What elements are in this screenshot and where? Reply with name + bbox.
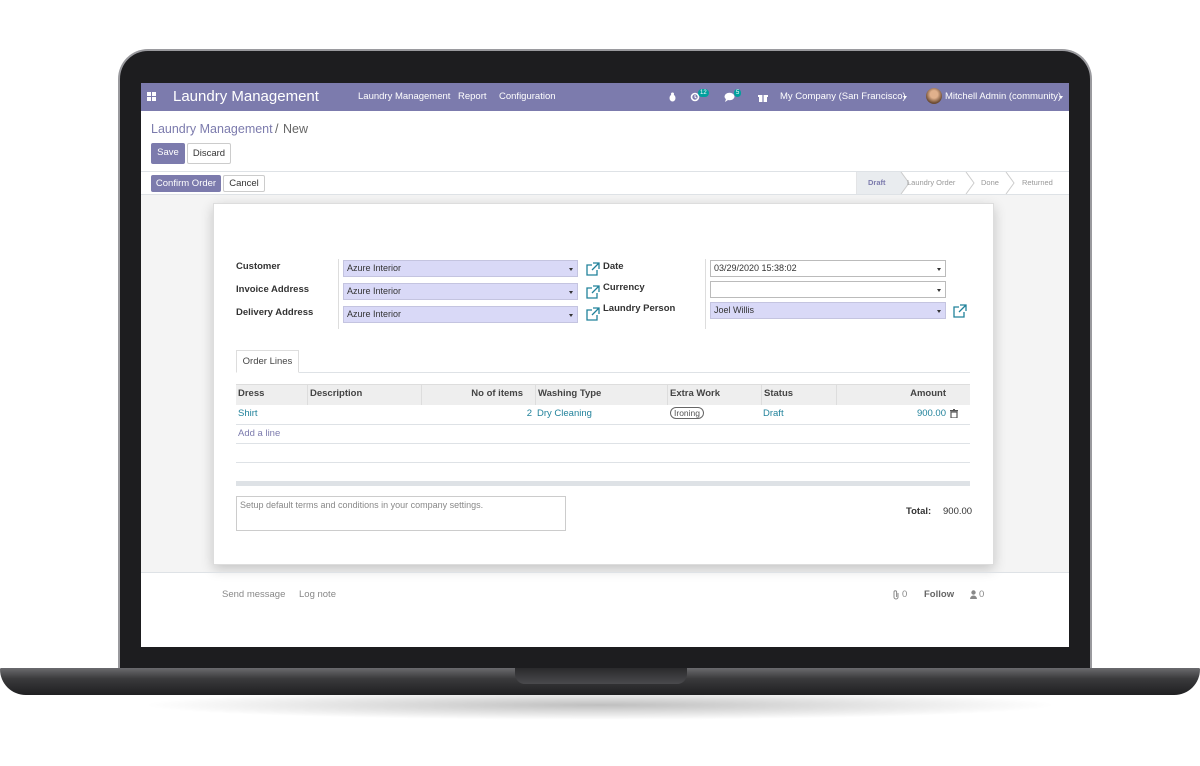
activity-icon[interactable]	[690, 92, 700, 102]
follow-button[interactable]: Follow	[924, 589, 955, 600]
table-header	[236, 384, 970, 405]
divider	[141, 572, 1069, 573]
cell-dress[interactable]: Shirt	[238, 408, 258, 419]
field-value: Joel Willis	[714, 305, 755, 315]
tab[interactable]: Order Lines	[236, 350, 299, 373]
status-step[interactable]: Returned	[1022, 178, 1053, 187]
field-value: Azure Interior	[347, 309, 402, 319]
company-switcher[interactable]: My Company (San Francisco)	[780, 91, 906, 102]
gift-icon[interactable]	[758, 92, 768, 102]
currency-input[interactable]	[710, 281, 946, 298]
field-label: Laundry Person	[603, 303, 676, 314]
cancel-button[interactable]: Cancel	[223, 175, 265, 192]
status-step: Draft	[868, 178, 886, 187]
cell-items[interactable]: 2	[526, 408, 532, 419]
field-value: Azure Interior	[347, 263, 402, 273]
field-value: Azure Interior	[347, 286, 402, 296]
field-label: Currency	[603, 282, 645, 293]
col-sep	[836, 384, 837, 405]
row-line	[236, 443, 970, 444]
field-separator	[338, 259, 339, 329]
tab-line	[236, 372, 970, 373]
total-value: 900.00	[943, 506, 973, 517]
user-menu[interactable]: Mitchell Admin (community)	[945, 91, 1062, 102]
add-line[interactable]: Add a line	[238, 428, 281, 439]
save-button[interactable]: Save	[151, 143, 185, 164]
row-line	[236, 462, 970, 463]
menu-item[interactable]: Report	[458, 91, 487, 102]
col-sep	[667, 384, 668, 405]
log-note[interactable]: Log note	[299, 589, 336, 600]
field-label: Invoice Address	[236, 284, 310, 295]
column-header[interactable]: Description	[310, 388, 363, 399]
followers-icon[interactable]	[970, 590, 977, 599]
divider	[141, 171, 1069, 172]
laundry-person-input[interactable]: Joel Willis	[710, 302, 946, 319]
apps-icon[interactable]	[147, 92, 157, 102]
field-separator	[705, 259, 706, 329]
invoice-address-input[interactable]: Azure Interior	[343, 283, 578, 300]
menu-item[interactable]: Laundry Management	[358, 91, 451, 102]
column-header[interactable]: Amount	[910, 388, 946, 399]
delete-icon[interactable]	[950, 409, 958, 418]
confirm-button[interactable]: Confirm Order	[151, 175, 221, 192]
caret	[1059, 96, 1063, 99]
delivery-address-input[interactable]: Azure Interior	[343, 306, 578, 323]
field-label: Customer	[236, 261, 281, 272]
cell-amount[interactable]: 900.00	[916, 408, 946, 419]
menu-item[interactable]: Configuration	[499, 91, 556, 102]
activity-badge: 12	[698, 89, 709, 97]
screen: Laundry Management Laundry Management Re…	[141, 83, 1069, 647]
laptop-shadow	[140, 690, 1060, 720]
followers-count[interactable]: 0	[979, 589, 985, 600]
messages-icon[interactable]	[724, 92, 735, 102]
cell-extra-work-tag[interactable]: Ironing	[670, 407, 704, 419]
breadcrumb-current: New	[283, 122, 309, 136]
app-title[interactable]: Laundry Management	[173, 88, 319, 105]
field-label: Delivery Address	[236, 307, 314, 318]
external-link-icon[interactable]	[953, 304, 967, 318]
column-header[interactable]: Extra Work	[670, 388, 720, 399]
row-line	[236, 424, 970, 425]
col-sep	[535, 384, 536, 405]
statusbar	[856, 172, 1015, 194]
terms-textarea[interactable]: Setup default terms and conditions in yo…	[236, 496, 566, 531]
external-link-icons[interactable]	[586, 262, 600, 322]
col-sep	[421, 384, 422, 405]
column-header[interactable]: Washing Type	[538, 388, 602, 399]
breadcrumb-parent[interactable]: Laundry Management	[151, 122, 273, 136]
column-header[interactable]: Status	[764, 388, 794, 399]
breadcrumb-separator: /	[275, 122, 279, 136]
attachment-icon[interactable]	[893, 590, 900, 600]
total-label: Total:	[906, 506, 932, 517]
column-header[interactable]: Dress	[238, 388, 265, 399]
discard-button[interactable]: Discard	[187, 143, 231, 164]
messages-badge: 5	[734, 89, 742, 97]
customer-input[interactable]: Azure Interior	[343, 260, 578, 277]
send-message[interactable]: Send message	[222, 589, 286, 600]
col-sep	[307, 384, 308, 405]
table-footer	[236, 481, 970, 486]
field-label: Date	[603, 261, 624, 272]
status-step[interactable]: Done	[981, 178, 999, 187]
field-value: 03/29/2020 15:38:02	[714, 263, 797, 273]
caret	[903, 96, 907, 99]
cell-status[interactable]: Draft	[763, 408, 784, 419]
status-step[interactable]: Laundry Order	[907, 178, 956, 187]
column-header[interactable]: No of items	[471, 388, 523, 399]
date-input[interactable]: 03/29/2020 15:38:02	[710, 260, 946, 277]
divider	[141, 194, 1069, 195]
attachment-count[interactable]: 0	[902, 589, 908, 600]
avatar[interactable]	[926, 88, 942, 104]
cell-washing-type[interactable]: Dry Cleaning	[537, 408, 592, 419]
laptop-notch	[515, 668, 687, 684]
navbar	[141, 83, 1069, 111]
col-sep	[761, 384, 762, 405]
bug-icon[interactable]	[668, 92, 677, 102]
